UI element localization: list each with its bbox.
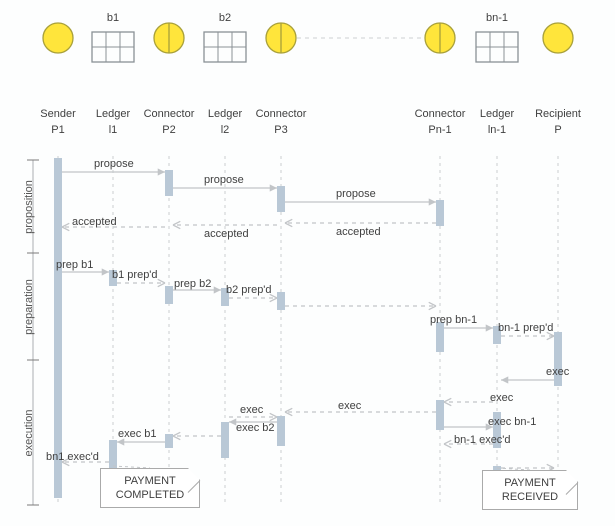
participant-role: Sender — [40, 108, 75, 120]
message-label: exec b1 — [118, 428, 157, 440]
message-label: b1 prep'd — [112, 269, 158, 281]
note: PAYMENTRECEIVED — [482, 470, 578, 510]
message-label: propose — [204, 174, 244, 186]
message-label: exec — [546, 366, 569, 378]
header-cell-b2: b2 — [219, 12, 231, 24]
participant-id: P3 — [274, 124, 287, 136]
activation — [436, 200, 444, 226]
participant-role: Connector — [144, 108, 195, 120]
message-label: bn-1 prep'd — [498, 322, 553, 334]
phase-label: execution — [23, 409, 35, 456]
participant-id: l2 — [221, 124, 230, 136]
message-label: accepted — [204, 228, 249, 240]
participant-circle — [543, 23, 573, 53]
message-label: b2 prep'd — [226, 284, 272, 296]
activation — [221, 422, 229, 458]
participant-id: P1 — [51, 124, 64, 136]
phase-label: preparation — [23, 279, 35, 335]
message-label: prep b1 — [56, 259, 93, 271]
activation — [165, 434, 173, 448]
phase-label: proposition — [23, 180, 35, 234]
activation — [165, 170, 173, 196]
message-label: exec — [240, 404, 263, 416]
activation — [165, 286, 173, 304]
message-label: propose — [94, 158, 134, 170]
activation — [54, 158, 62, 498]
activation — [277, 416, 285, 446]
message-label: accepted — [336, 226, 381, 238]
participant-role: Ledger — [208, 108, 242, 120]
participant-role: Ledger — [96, 108, 130, 120]
participant-id: P2 — [162, 124, 175, 136]
participant-role: Connector — [415, 108, 466, 120]
message-label: exec — [490, 392, 513, 404]
participant-role: Ledger — [480, 108, 514, 120]
message-label: exec b2 — [236, 422, 275, 434]
message-label: exec bn-1 — [488, 416, 536, 428]
note: PAYMENTCOMPLETED — [100, 468, 200, 508]
message-label: bn-1 exec'd — [454, 434, 511, 446]
participant-circle — [43, 23, 73, 53]
activation — [109, 440, 117, 468]
participant-id: Pn-1 — [428, 124, 451, 136]
message-label: bn1 exec'd — [46, 451, 99, 463]
participant-role: Recipient — [535, 108, 581, 120]
participant-id: l1 — [109, 124, 118, 136]
activation — [277, 186, 285, 212]
participant-role: Connector — [256, 108, 307, 120]
activation — [436, 400, 444, 430]
participant-id: ln-1 — [488, 124, 506, 136]
header-cell-b1: b1 — [107, 12, 119, 24]
header-cell-bn1: bn-1 — [486, 12, 508, 24]
message-label: prep b2 — [174, 278, 211, 290]
activation — [436, 322, 444, 352]
message-label: propose — [336, 188, 376, 200]
participant-id: P — [554, 124, 561, 136]
message-label: exec — [338, 400, 361, 412]
activation — [277, 292, 285, 310]
message-label: prep bn-1 — [430, 314, 477, 326]
message-label: accepted — [72, 216, 117, 228]
